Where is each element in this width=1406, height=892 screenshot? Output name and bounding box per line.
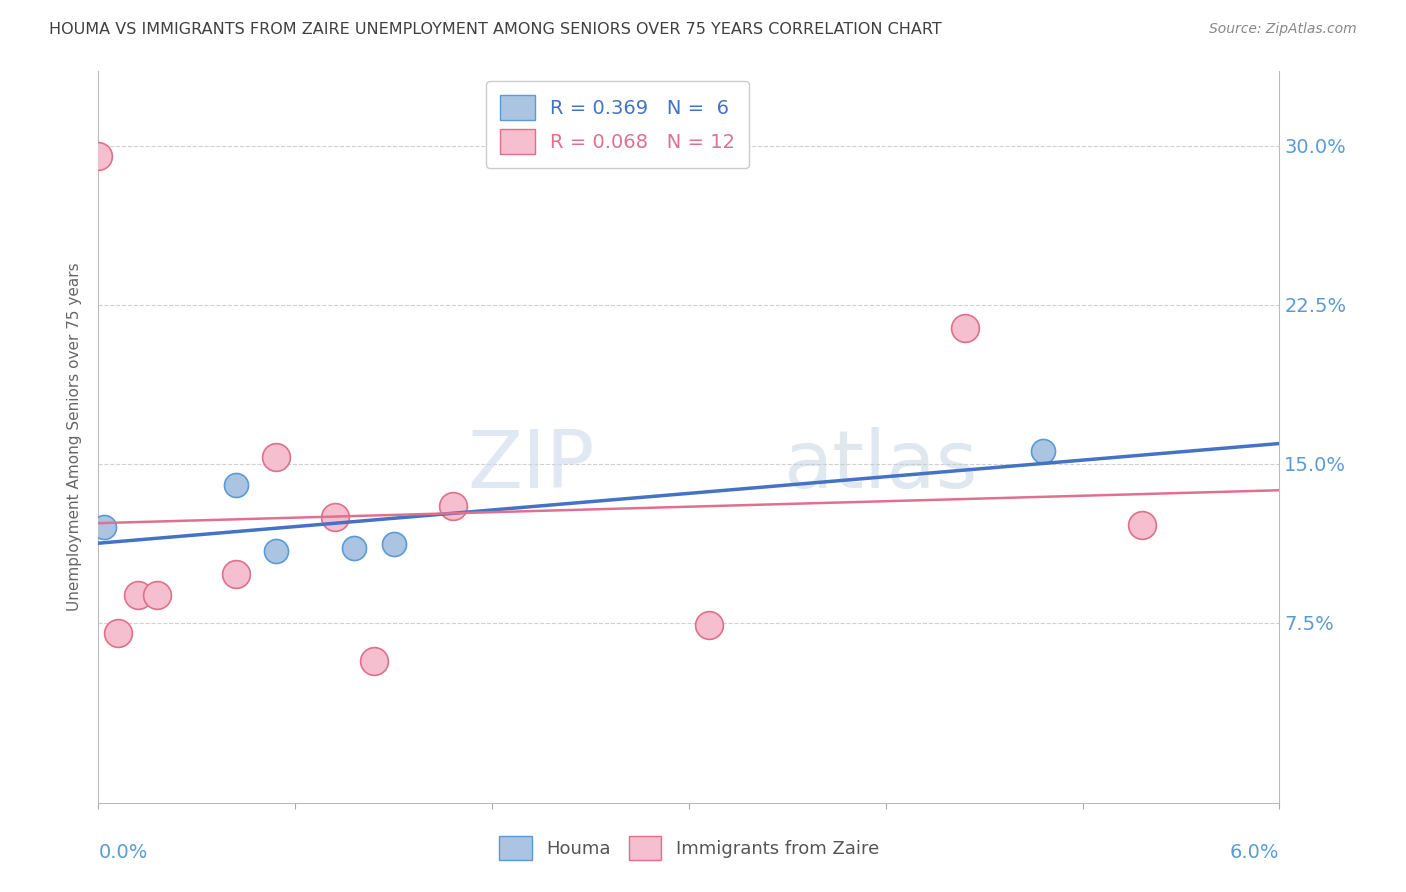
Point [225,566,247,581]
Point [107,626,129,640]
Point [697,617,720,632]
Point [343,541,366,556]
Text: 6.0%: 6.0% [1230,843,1279,862]
Point [146,588,169,602]
Point [441,499,464,513]
Point [323,509,346,524]
Text: HOUMA VS IMMIGRANTS FROM ZAIRE UNEMPLOYMENT AMONG SENIORS OVER 75 YEARS CORRELAT: HOUMA VS IMMIGRANTS FROM ZAIRE UNEMPLOYM… [49,22,942,37]
Y-axis label: Unemployment Among Seniors over 75 years: Unemployment Among Seniors over 75 years [67,263,83,611]
Point [93,520,115,534]
Point [264,543,287,558]
Point [127,588,149,602]
Point [1032,443,1054,458]
Text: atlas: atlas [783,427,977,506]
Point [87,149,110,163]
Point [382,537,405,551]
Point [953,321,976,335]
Point [264,450,287,465]
Point [363,654,385,668]
Legend: Houma, Immigrants from Zaire: Houma, Immigrants from Zaire [492,830,886,867]
Point [225,477,247,491]
Text: ZIP: ZIP [467,427,595,506]
Point [1130,518,1153,533]
Text: 0.0%: 0.0% [98,843,148,862]
Text: Source: ZipAtlas.com: Source: ZipAtlas.com [1209,22,1357,37]
